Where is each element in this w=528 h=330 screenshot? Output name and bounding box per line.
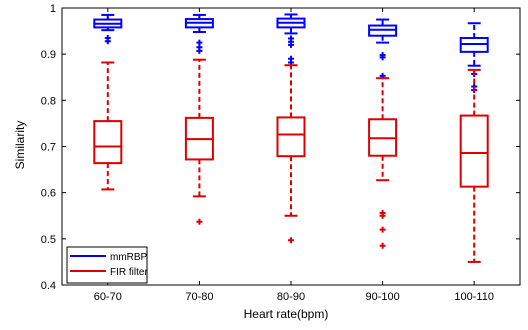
- outlier-point: [379, 226, 386, 233]
- legend: mmRBP FIR filter: [66, 246, 148, 284]
- box-body: [276, 116, 306, 158]
- box-body: [459, 114, 489, 188]
- outlier-point: [196, 218, 203, 225]
- box-fir-filter: [276, 64, 306, 244]
- outlier-point: [379, 212, 386, 219]
- box-body: [93, 120, 123, 165]
- box-mmrbp: [184, 13, 214, 54]
- x-tick-label: 100-110: [454, 291, 494, 303]
- legend-label-fir-filter: FIR filter: [110, 267, 148, 278]
- y-tick-label: 1: [50, 3, 56, 15]
- outlier-point: [379, 242, 386, 249]
- legend-box: [66, 246, 148, 284]
- legend-label-mmrbp: mmRBP: [110, 252, 148, 263]
- x-tick-label: 90-100: [365, 291, 399, 303]
- outlier-point: [288, 237, 294, 244]
- x-tick-label: 80-90: [277, 291, 305, 303]
- y-tick-label: 0.5: [41, 234, 56, 246]
- y-tick-label: 0.8: [41, 95, 56, 107]
- box-fir-filter: [93, 61, 123, 191]
- box-fir-filter: [368, 77, 398, 249]
- plot-frame: [61, 7, 521, 286]
- outlier-point: [104, 38, 111, 45]
- box-mmrbp: [93, 13, 123, 45]
- box-fir-filter: [184, 58, 214, 225]
- box-fir-filter: [459, 68, 489, 263]
- outlier-point: [196, 47, 203, 54]
- outlier-point: [288, 41, 294, 48]
- x-tick-label: 70-80: [185, 291, 213, 303]
- box-mmrbp: [276, 13, 306, 66]
- box-mmrbp: [459, 22, 489, 94]
- y-axis-label: Similarity: [13, 121, 27, 170]
- x-axis-label: Heart rate(bpm): [244, 307, 329, 321]
- y-tick-label: 0.9: [41, 49, 56, 61]
- box-mmrbp: [368, 18, 398, 79]
- y-tick-label: 0.4: [41, 280, 56, 292]
- marks-layer: [93, 13, 489, 263]
- y-tick-label: 0.7: [41, 142, 56, 154]
- y-tick-label: 0.6: [41, 188, 56, 200]
- axes-layer: 0.4 0.5 0.6 0.7 0.8 0.9 1 60-70 70-80 80-90 90-100…: [41, 3, 521, 303]
- x-tick-label: 60-70: [94, 291, 122, 303]
- outlier-point: [379, 54, 386, 61]
